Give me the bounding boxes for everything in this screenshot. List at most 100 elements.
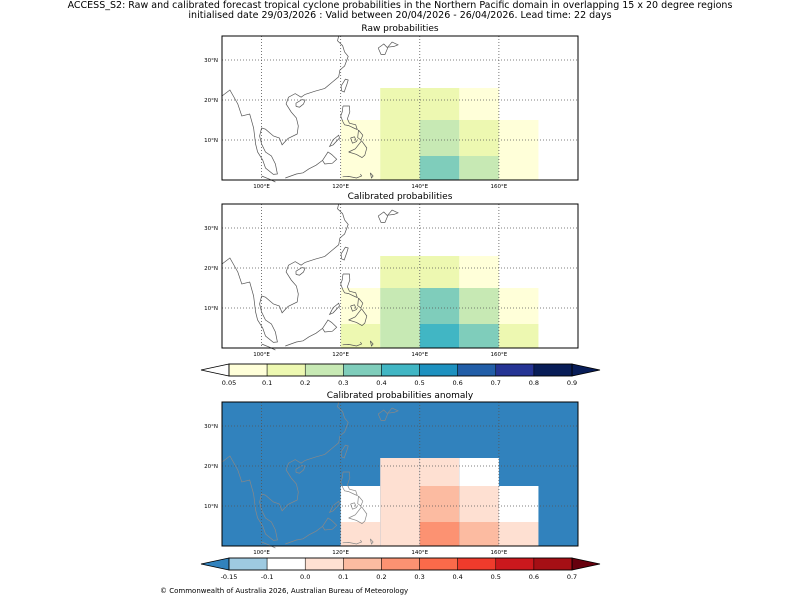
coastline xyxy=(261,175,276,183)
colorbar-tick-label: 0.0 xyxy=(300,573,310,581)
colorbar-tick-label: 0.7 xyxy=(567,573,577,581)
coastline xyxy=(340,471,358,497)
colorbar-segment xyxy=(495,557,535,571)
map-frame xyxy=(221,35,579,181)
probability-cell xyxy=(380,522,420,546)
coastline xyxy=(377,211,389,223)
probability-cell xyxy=(419,522,460,546)
coastline xyxy=(350,304,357,312)
colorbar-tick-label: 0.6 xyxy=(529,573,539,581)
colorbar-segment xyxy=(419,557,458,571)
map-frame xyxy=(221,401,579,547)
coastline xyxy=(221,401,349,541)
probability-cell xyxy=(419,156,460,180)
coastline xyxy=(377,43,389,55)
lat-tick-label: 20°N xyxy=(204,464,218,470)
calibrated-probabilities-map: 100°E 120°E 140°E 160°E 10°N 20°N 30°N xyxy=(204,203,579,358)
probability-cell xyxy=(419,324,460,348)
colorbar-segment xyxy=(343,557,382,571)
probability-cell xyxy=(380,458,420,486)
probability-cell xyxy=(340,120,381,156)
probability-cell xyxy=(459,324,499,348)
colorbar-tick-label: 0.2 xyxy=(376,573,386,581)
colorbar-segment xyxy=(381,557,420,571)
probability-cell xyxy=(459,120,499,156)
coastline xyxy=(377,409,389,421)
probability-cell xyxy=(380,156,420,180)
coastline xyxy=(340,444,349,459)
probability-cell xyxy=(419,458,460,486)
figure-title-line2: initialised date 29/03/2026 : Valid betw… xyxy=(188,10,612,21)
lat-tick-label: 10°N xyxy=(204,306,218,312)
lon-tick-label: 140°E xyxy=(411,352,428,358)
probability-cell xyxy=(419,256,460,288)
coastline xyxy=(295,99,306,108)
colorbar-tick-label: 0.4 xyxy=(452,573,462,581)
copyright-footer: © Commonwealth of Australia 2026, Austra… xyxy=(160,587,409,595)
lat-tick-label: 30°N xyxy=(204,58,218,64)
panel3-title: Calibrated probabilities anomaly xyxy=(326,391,474,401)
probability-cell xyxy=(380,120,420,156)
coastline xyxy=(295,465,306,474)
colorbar-tick-label: 0.3 xyxy=(338,379,348,387)
coastline xyxy=(350,502,357,510)
probability-cell xyxy=(498,486,539,522)
probability-cell xyxy=(380,324,420,348)
colorbar-over-arrow xyxy=(571,557,601,571)
coastline xyxy=(322,151,338,165)
colorbar-segment xyxy=(228,363,268,377)
probability-cell xyxy=(498,324,539,348)
lat-tick-label: 30°N xyxy=(204,226,218,232)
lat-tick-label: 30°N xyxy=(204,424,218,430)
colorbar-under-arrow xyxy=(200,363,230,377)
coastline xyxy=(348,506,368,525)
probability-cell xyxy=(459,522,499,546)
lon-tick-label: 120°E xyxy=(332,352,349,358)
lon-tick-label: 160°E xyxy=(491,352,508,358)
colorbar-segment xyxy=(381,363,420,377)
coastline xyxy=(369,172,374,179)
colorbar-segment xyxy=(343,363,382,377)
probability-cell xyxy=(380,288,420,324)
anomaly-colorbar: -0.15 -0.1 0.0 0.1 0.2 0.3 0.4 0.5 0.6 0.7 xyxy=(200,557,601,581)
colorbar-tick-label: 0.4 xyxy=(376,379,386,387)
probability-cell xyxy=(459,88,499,120)
probability-cell xyxy=(419,88,460,120)
probability-colorbar: 0.05 0.1 0.2 0.3 0.4 0.5 0.6 0.7 0.8 0.9 xyxy=(200,363,601,387)
lon-tick-label: 120°E xyxy=(332,184,349,190)
colorbar-tick-label: 0.6 xyxy=(452,379,462,387)
colorbar-over-arrow xyxy=(571,363,601,377)
colorbar-segment xyxy=(495,363,535,377)
colorbar-segment xyxy=(266,557,306,571)
coastline xyxy=(340,273,358,299)
lon-tick-label: 100°E xyxy=(253,352,270,358)
colorbar-under-arrow xyxy=(200,557,230,571)
probability-cell xyxy=(380,486,420,522)
anomaly-map: 100°E 120°E 140°E 160°E 10°N 20°N 30°N xyxy=(204,401,579,556)
coastline xyxy=(221,203,349,343)
probability-cell xyxy=(459,256,499,288)
coastline xyxy=(348,140,368,159)
panel2-title: Calibrated probabilities xyxy=(347,192,453,202)
probability-cell xyxy=(498,288,539,324)
probability-cell xyxy=(459,156,499,180)
probability-cell xyxy=(380,256,420,288)
lon-tick-label: 160°E xyxy=(491,550,508,556)
coastline xyxy=(328,302,340,316)
colorbar-segment xyxy=(533,557,573,571)
lat-tick-label: 10°N xyxy=(204,138,218,144)
colorbar-tick-label: 0.2 xyxy=(300,379,310,387)
coastline xyxy=(348,308,368,327)
coastline xyxy=(328,134,340,148)
probability-cell xyxy=(380,88,420,120)
map-frame xyxy=(221,203,579,349)
colorbar-tick-label: 0.1 xyxy=(338,573,348,581)
probability-cell xyxy=(419,486,460,522)
coastline xyxy=(340,105,358,131)
coastline xyxy=(369,340,374,347)
colorbar-segment xyxy=(228,557,268,571)
lon-tick-label: 100°E xyxy=(253,184,270,190)
colorbar-segment xyxy=(533,363,573,377)
probability-cell xyxy=(340,522,381,546)
